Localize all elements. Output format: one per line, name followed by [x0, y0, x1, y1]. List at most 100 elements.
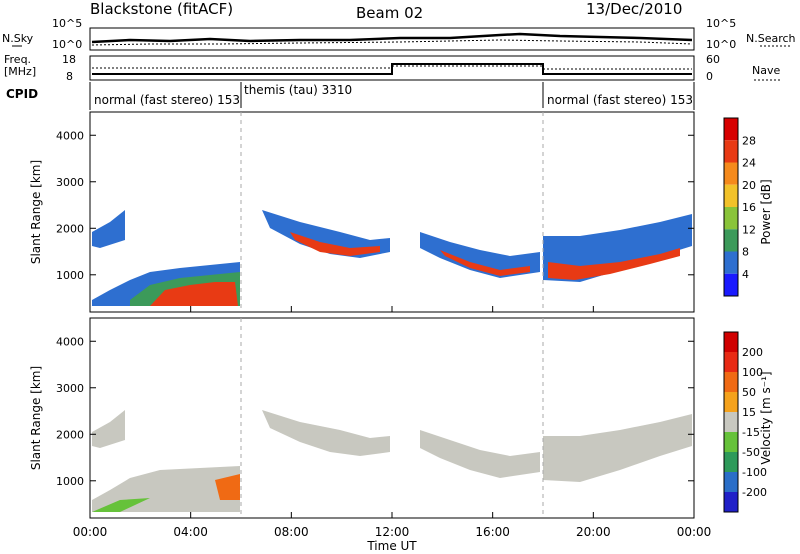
noise-tick-right-bottom: 10^0 — [706, 38, 736, 51]
x-tick-label-0: 00:00 — [73, 525, 108, 539]
power-colorbar: 4 8 12 16 20 24 28 — [723, 117, 756, 297]
power-colorbar-tick-3: 16 — [742, 201, 756, 214]
velocity-colorbar-swatch-7 — [724, 472, 738, 492]
power-ytick-label-3: 4000 — [56, 129, 84, 142]
velocity-colorbar-tick-6: -100 — [742, 466, 767, 479]
power-y-axis: 1000 2000 3000 4000 — [56, 129, 694, 282]
x-tick-label-6: 00:00 — [677, 525, 712, 539]
velocity-colorbar-tick-5: -50 — [742, 446, 760, 459]
velocity-band-early — [92, 410, 125, 448]
velocity-colorbar-label: Velocity [m s⁻¹] — [759, 371, 773, 464]
noise-tick-left-bottom: 10^0 — [52, 38, 82, 51]
velocity-colorbar-tick-0: 200 — [742, 346, 763, 359]
velocity-colorbar-tick-3: 15 — [742, 406, 756, 419]
power-colorbar-tick-1: 8 — [742, 246, 749, 259]
power-colorbar-swatch-2 — [724, 162, 738, 185]
nsearch-trace — [91, 39, 693, 46]
power-ytick-label-2: 3000 — [56, 176, 84, 189]
nave-trace — [92, 65, 692, 70]
power-colorbar-swatch-4 — [724, 207, 738, 230]
velocity-blob-3 — [215, 474, 240, 500]
nave-tick-bottom: 0 — [706, 70, 713, 83]
velocity-colorbar-tick-2: 50 — [742, 386, 756, 399]
freq-label-line2: [MHz] — [4, 65, 36, 78]
freq-nave-strip: Freq. [MHz] 18 8 60 0 Nave — [4, 53, 780, 83]
power-colorbar-frame — [723, 117, 739, 297]
velocity-band-afternoon — [420, 430, 540, 478]
velocity-colorbar-swatch-4 — [724, 412, 738, 432]
velocity-heatmap — [92, 410, 692, 512]
power-colorbar-swatch-6 — [724, 251, 738, 274]
freq-tick-top: 18 — [62, 53, 76, 66]
freq-trace — [92, 63, 692, 75]
power-band-morning-core — [290, 232, 380, 256]
velocity-colorbar-tick-1: 100 — [742, 366, 763, 379]
station-title: Blackstone (fitACF) — [90, 0, 233, 18]
noise-strip: N.Sky 10^5 10^0 10^5 10^0 N.Search — [2, 17, 796, 51]
velocity-colorbar-swatch-3 — [724, 392, 738, 412]
power-band-early — [92, 210, 125, 248]
power-colorbar-swatch-7 — [724, 273, 738, 296]
freq-tick-bottom: 8 — [66, 70, 73, 83]
noise-tick-left-top: 10^5 — [52, 17, 82, 30]
velocity-ytick-label-0: 1000 — [56, 475, 84, 488]
velocity-y-label: Slant Range [km] — [29, 366, 43, 470]
cpid-strip: CPID normal (fast stereo) 153 themis (ta… — [6, 82, 695, 110]
nave-label: Nave — [752, 64, 780, 77]
x-tick-label-4: 16:00 — [475, 525, 510, 539]
velocity-panel: 1000 2000 3000 4000 Slant Range [km] 200 100… — [29, 317, 773, 519]
power-colorbar-swatch-5 — [724, 229, 738, 252]
velocity-colorbar-swatch-8 — [724, 492, 738, 512]
velocity-colorbar-swatch-1 — [724, 352, 738, 372]
nsky-trace — [91, 32, 693, 44]
power-colorbar-tick-6: 28 — [742, 134, 756, 147]
power-colorbar-label: Power [dB] — [759, 179, 773, 244]
power-band-afternoon — [420, 232, 540, 278]
power-colorbar-swatch-1 — [724, 140, 738, 163]
x-axis-label: Time UT — [366, 539, 417, 553]
velocity-colorbar-tick-7: -200 — [742, 486, 767, 499]
power-band-morning — [262, 210, 390, 258]
velocity-blob-2 — [92, 498, 150, 512]
cpid-segment-3: normal (fast stereo) 153 — [547, 93, 693, 107]
power-band-afternoon-core — [440, 250, 530, 276]
nsky-label: N.Sky — [2, 32, 34, 45]
power-band-evening-core — [548, 248, 680, 280]
velocity-colorbar-swatch-6 — [724, 452, 738, 472]
power-y-label: Slant Range [km] — [29, 160, 43, 264]
x-axis: 00:00 04:00 08:00 12:00 16:00 20:00 00:00 — [73, 306, 712, 539]
power-band-evening — [543, 214, 692, 282]
velocity-ytick-label-2: 3000 — [56, 382, 84, 395]
beam-title: Beam 02 — [356, 4, 423, 22]
velocity-ytick-label-3: 4000 — [56, 335, 84, 348]
x-tick-label-1: 04:00 — [173, 525, 208, 539]
x-tick-label-5: 20:00 — [576, 525, 611, 539]
date-title: 13/Dec/2010 — [586, 0, 682, 18]
velocity-colorbar-swatch-2 — [724, 372, 738, 392]
power-blob-3 — [150, 282, 238, 306]
power-colorbar-tick-4: 20 — [742, 179, 756, 192]
power-heatmap — [92, 210, 692, 306]
cpid-segment-2: themis (tau) 3310 — [244, 83, 352, 97]
velocity-colorbar-frame — [723, 331, 739, 513]
power-colorbar-tick-0: 4 — [742, 268, 749, 281]
cpid-segment-1: normal (fast stereo) 153 — [94, 93, 240, 107]
cpid-label: CPID — [6, 87, 38, 101]
velocity-ytick-label-1: 2000 — [56, 428, 84, 441]
nsearch-label: N.Search — [746, 32, 796, 45]
power-ytick-label-0: 1000 — [56, 269, 84, 282]
velocity-colorbar-swatch-5 — [724, 432, 738, 452]
velocity-band-morning — [262, 410, 390, 456]
power-panel: 1000 2000 3000 4000 Slant Range [km] 4 8 12 16… — [29, 111, 773, 313]
velocity-band-evening — [543, 414, 692, 482]
velocity-y-axis: 1000 2000 3000 4000 — [56, 335, 694, 488]
power-colorbar-swatch-0 — [724, 118, 738, 141]
power-colorbar-swatch-3 — [724, 184, 738, 207]
velocity-colorbar: 200 100 50 15 -15 -50 -100 -200 — [723, 331, 767, 513]
power-colorbar-tick-2: 12 — [742, 223, 756, 236]
power-ytick-label-1: 2000 — [56, 222, 84, 235]
velocity-colorbar-tick-4: -15 — [742, 426, 760, 439]
freq-label-line1: Freq. — [4, 53, 31, 66]
power-colorbar-tick-5: 24 — [742, 157, 756, 170]
